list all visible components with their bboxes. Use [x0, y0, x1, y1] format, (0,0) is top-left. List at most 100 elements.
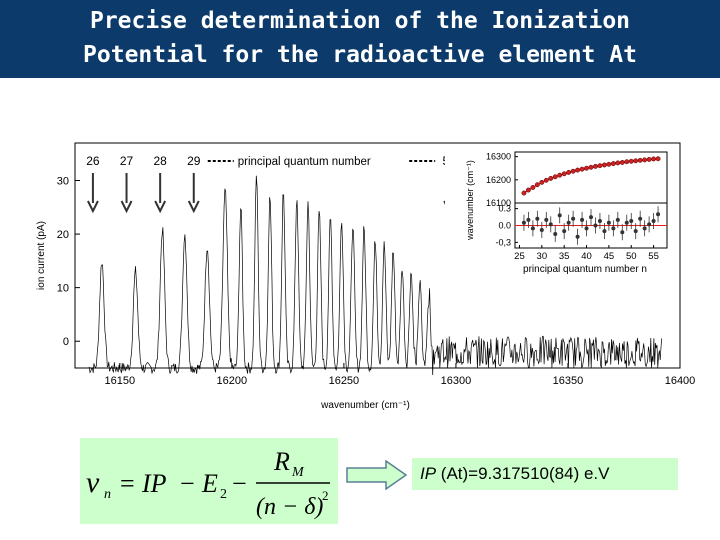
inset-upper-point — [534, 182, 540, 188]
x-tick-label: 16200 — [217, 375, 248, 387]
inset-lower-point — [589, 215, 593, 220]
inset-upper-point — [561, 171, 567, 177]
title-bar: Precise determination of the Ionization … — [0, 0, 720, 78]
inset-lower-point — [571, 216, 576, 221]
formula-ip: IP — [141, 469, 167, 498]
formula-e: E — [201, 469, 218, 498]
inset-lower-point — [553, 231, 558, 236]
formula-nu: ν — [86, 466, 100, 499]
y-axis-label: ion current (pA) — [36, 221, 47, 290]
inset-upper-point — [525, 187, 531, 193]
inset-upper-point — [566, 169, 572, 175]
y-tick-label: 20 — [57, 229, 69, 241]
main-plot: 16150 16200 16250 16300 16350 16400 0 10 20 30 wav… — [36, 142, 695, 411]
inset-x-tick-label: 40 — [581, 251, 592, 262]
inset-lower-point — [544, 217, 549, 222]
formula-eq: = — [120, 469, 135, 498]
inset-lower-point — [629, 219, 634, 223]
inset-upper-point — [633, 158, 639, 164]
inset-lower-point — [606, 220, 611, 225]
inset-lower-point — [647, 222, 652, 227]
formula-minus-1: − — [180, 469, 195, 498]
peak-arrow-head — [120, 200, 133, 214]
inset-upper-point — [619, 159, 625, 165]
inset-x-tick-label: 50 — [626, 251, 637, 262]
inset-upper-point — [628, 158, 634, 164]
x-tick-label: 16150 — [105, 375, 136, 387]
inset-lower-point — [526, 217, 531, 222]
inset-lower-point — [597, 219, 602, 223]
inset-upper-point — [539, 179, 545, 185]
inset-upper-point — [543, 177, 549, 183]
inset-upper-point — [642, 157, 648, 163]
inset-upper-point — [615, 160, 621, 166]
inset-upper-point — [606, 161, 612, 167]
inset-lower-point — [535, 216, 540, 221]
inset-lower-point — [548, 222, 553, 227]
inset-upper-point — [610, 161, 616, 167]
inset-lower-y-tick-label: 0.3 — [498, 204, 511, 214]
inset-upper-point — [521, 190, 527, 196]
inset-upper-point — [579, 166, 585, 172]
inset-lower-point — [580, 217, 585, 222]
formula-denominator: (n − δ) — [256, 494, 323, 520]
inset-x-tick-label: 30 — [537, 251, 548, 262]
result-ip-label: IP — [420, 464, 437, 483]
inset-upper-point — [624, 159, 630, 165]
inset-upper-y-tick-label: 16300 — [486, 152, 511, 162]
inset-lower-point — [557, 213, 562, 218]
inset-x-tick-label: 55 — [648, 251, 659, 262]
formula-numerator-sub: M — [291, 465, 305, 480]
inset-lower-point — [642, 226, 647, 231]
inset-x-tick-label: 25 — [514, 251, 525, 262]
x-tick-label: 16250 — [329, 375, 360, 387]
formula-nu-sub: n — [104, 487, 111, 502]
inset-lower-point — [656, 212, 661, 217]
inset-lower-point — [521, 220, 526, 225]
peak-arrow-head — [187, 200, 200, 214]
inset-lower-point — [611, 226, 616, 231]
inset-upper-point — [646, 156, 652, 162]
inset-upper-point — [651, 156, 657, 162]
slide-title-line-1: Precise determination of the Ionization — [89, 8, 631, 34]
formula-denominator-exp: 2 — [322, 488, 329, 503]
inset-lower-point — [620, 230, 625, 235]
inset-upper-point — [584, 165, 589, 171]
inset-lower-point — [562, 229, 567, 234]
x-axis-label: wavenumber (cm⁻¹) — [320, 400, 410, 411]
inset-upper-point — [655, 156, 661, 162]
inset-upper-point — [588, 164, 594, 170]
x-tick-label: 16300 — [441, 375, 472, 387]
right-arrow-icon — [346, 460, 408, 490]
inset-upper-point — [597, 163, 603, 169]
inset-lower-point — [651, 219, 656, 223]
peak-label: 29 — [187, 154, 201, 168]
inset-upper-y-tick-label: 16100 — [486, 198, 511, 208]
inset-lower-point — [584, 226, 589, 231]
formula-e-sub: 2 — [220, 487, 227, 502]
spectrum-chart: 16150 16200 16250 16300 16350 16400 0 10 20 30 wav… — [36, 142, 695, 411]
inset-x-axis-label: principal quantum number n — [523, 264, 647, 275]
slide-title-line-2: Potential for the radioactive element At — [83, 42, 637, 68]
inset-y-axis-label: wavenumber (cm⁻¹) — [465, 160, 475, 241]
peak-label: 26 — [86, 154, 100, 168]
rydberg-formula: ν n = IP − E 2 − R M (n − δ) 2 — [86, 447, 330, 520]
formula-box: ν n = IP − E 2 − R M (n − δ) 2 — [80, 438, 338, 524]
inset-lower-y-tick-label: 0.0 — [498, 221, 511, 231]
inset-lower-point — [624, 220, 629, 225]
inset-x-tick-label: 35 — [559, 251, 570, 262]
inset-upper-point — [593, 163, 598, 169]
inset-lower-point — [602, 229, 607, 234]
result-value: (At)=9.317510(84) e.V — [436, 464, 610, 483]
inset-upper-point — [557, 172, 563, 178]
peak-label: 27 — [120, 154, 134, 168]
inset-plot: 16100 16200 16300 -0,3 0.0 0.3 25 30 35 40 45 50 55p… — [445, 146, 677, 278]
inset-upper-point — [552, 174, 558, 180]
inset-lower-point — [530, 226, 535, 231]
inset-lower-point — [633, 229, 638, 234]
inset-lower-point — [539, 228, 544, 232]
formula-minus-2: − — [232, 469, 247, 498]
peak-label-text: principal quantum number — [238, 156, 371, 168]
inset-upper-y-tick-label: 16200 — [486, 175, 511, 185]
inset-lower-y-tick-label: -0,3 — [495, 237, 511, 247]
